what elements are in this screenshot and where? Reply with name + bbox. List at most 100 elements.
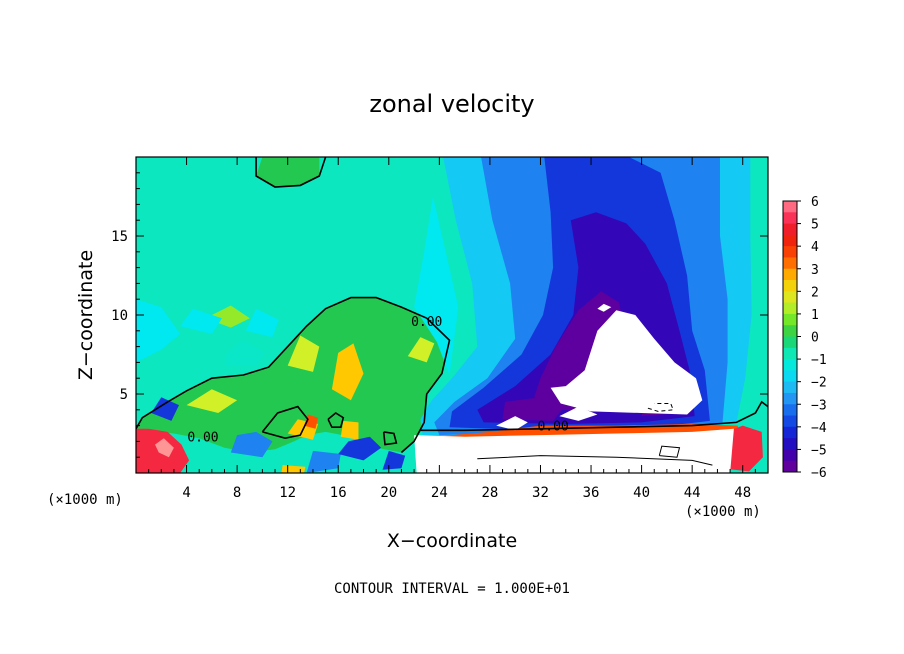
region-4 — [287, 335, 320, 372]
colorbar-tick-label: −3 — [811, 398, 827, 413]
x-tick-label: 32 — [532, 485, 549, 501]
negative-contour-2 — [477, 455, 713, 466]
colorbar-band — [783, 347, 797, 360]
colorbar-band — [783, 325, 797, 337]
colorbar-band — [783, 381, 797, 394]
colorbar-band — [783, 302, 797, 315]
colorbar-tick-label: 6 — [811, 195, 819, 210]
zero-contours — [136, 157, 768, 466]
colorbar-band — [783, 370, 797, 383]
zero-contour-2 — [420, 400, 768, 432]
colorbar-band — [783, 449, 797, 462]
colorbar-tick-label: −2 — [811, 376, 827, 391]
x-tick-label: 28 — [481, 485, 498, 501]
region-24 — [502, 397, 564, 421]
region-17 — [246, 308, 279, 338]
colorbar-band — [783, 223, 797, 236]
colorbar: 6 5 4 3 2 1 0 −1 −2 −3 −4 −5 −6 — [782, 195, 827, 481]
x-tick-label: 8 — [233, 485, 241, 501]
contour-label-0: 0.00 — [411, 315, 442, 330]
contour-labels: 0.00 0.00 0.00 — [187, 315, 568, 445]
color-regions — [136, 157, 763, 473]
region-2 — [136, 297, 450, 453]
colorbar-band — [783, 404, 797, 417]
region-16 — [224, 340, 265, 366]
masked-region-2 — [559, 406, 598, 421]
colorbar-band — [783, 359, 797, 371]
colorbar-band — [783, 291, 797, 304]
zero-contour-1 — [255, 157, 327, 188]
colorbar-band — [783, 257, 797, 270]
plot-area — [136, 157, 768, 473]
colorbar-band — [783, 426, 797, 439]
y-axis: 5 10 15 — [111, 172, 768, 458]
colorbar-tick-label: −6 — [811, 466, 827, 481]
zero-contour-4 — [327, 412, 345, 429]
colorbar-tick-label: 4 — [811, 240, 819, 255]
colorbar-band — [783, 212, 797, 225]
x-unit-left: (×1000 m) — [47, 492, 123, 508]
region-28 — [155, 438, 174, 458]
colorbar-tick-label: −4 — [811, 421, 827, 436]
x-tick-label: 20 — [380, 485, 397, 501]
region-18 — [414, 196, 459, 375]
region-8 — [340, 420, 359, 440]
masked-region-1 — [496, 416, 528, 431]
region-15 — [180, 308, 222, 334]
x-tick-label: 4 — [182, 485, 190, 501]
y-tick-label: 10 — [111, 308, 128, 324]
colorbar-band — [783, 201, 797, 213]
colorbar-band — [783, 336, 797, 349]
x-axis: 4 8 12 16 20 24 28 32 36 40 44 48 — [148, 157, 756, 501]
region-9 — [230, 431, 273, 458]
chart-title: zonal velocity — [369, 90, 534, 118]
x-tick-label: 24 — [431, 485, 448, 501]
colorbar-band — [783, 415, 797, 428]
colorbar-tick-label: 0 — [811, 331, 819, 346]
region-11 — [338, 436, 382, 461]
colorbar-band — [783, 313, 797, 326]
colorbar-tick-label: −1 — [811, 353, 827, 368]
x-tick-label: 44 — [684, 485, 701, 501]
x-tick-label: 48 — [734, 485, 751, 501]
region-13 — [151, 397, 179, 421]
y-axis-label: Z−coordinate — [75, 250, 97, 380]
region-12 — [382, 450, 406, 470]
zero-contour-5 — [382, 431, 398, 446]
colorbar-band — [783, 392, 797, 405]
colorbar-band — [783, 438, 797, 450]
colorbar-band — [783, 460, 797, 473]
masked-region-0 — [550, 310, 703, 415]
colorbar-tick-label: 5 — [811, 218, 819, 233]
colorbar-tick-label: 3 — [811, 263, 819, 278]
region-5 — [331, 343, 364, 401]
colorbar-band — [783, 246, 797, 258]
zero-contour-0 — [136, 296, 451, 454]
contour-label-2: 0.00 — [537, 419, 568, 434]
zero-contour-3 — [261, 405, 309, 440]
x-tick-label: 36 — [583, 485, 600, 501]
region-3 — [186, 389, 238, 413]
region-10 — [306, 450, 341, 473]
y-tick-label: 15 — [111, 229, 128, 245]
x-axis-label: X−coordinate — [387, 530, 517, 552]
negative-contour-0 — [658, 445, 681, 458]
colorbar-band — [783, 234, 797, 247]
x-tick-label: 16 — [330, 485, 347, 501]
colorbar-band — [783, 280, 797, 292]
colorbar-tick-label: 1 — [811, 308, 819, 323]
contour-label-1: 0.00 — [187, 430, 218, 445]
x-unit-right: (×1000 m) — [685, 504, 761, 520]
contour-interval-note: CONTOUR INTERVAL = 1.000E+01 — [334, 581, 570, 597]
colorbar-tick-label: 2 — [811, 285, 819, 300]
negative-contour-1 — [647, 403, 674, 412]
masked-region-3 — [597, 303, 612, 312]
x-tick-label: 40 — [633, 485, 650, 501]
colorbar-tick-label: −5 — [811, 443, 827, 458]
x-tick-label: 12 — [279, 485, 296, 501]
masked-region-surface — [414, 428, 734, 473]
colorbar-band — [783, 268, 797, 281]
region-14 — [136, 299, 181, 363]
y-tick-label: 5 — [120, 387, 128, 403]
